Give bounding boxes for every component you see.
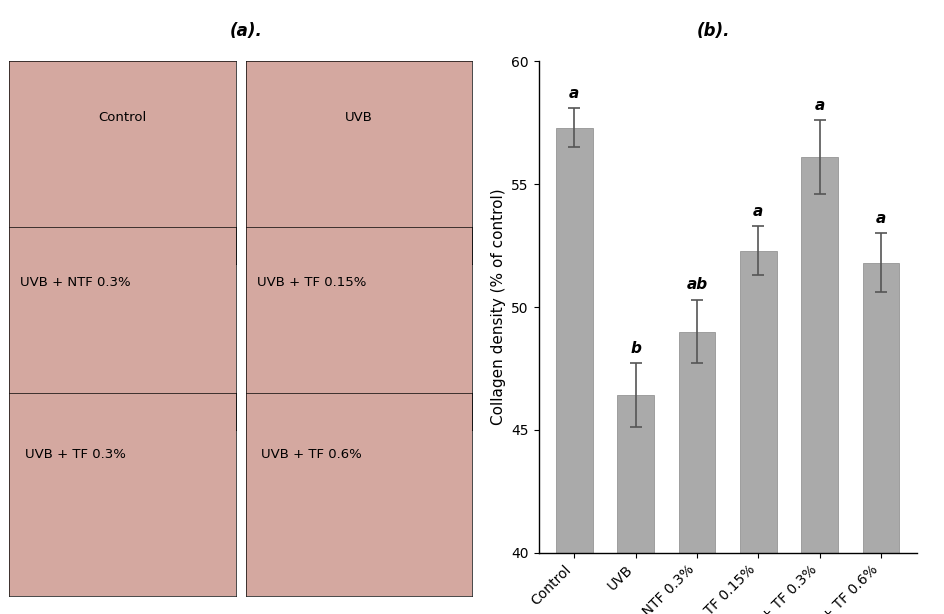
Bar — [801, 157, 837, 553]
Text: a: a — [752, 204, 763, 219]
Text: UVB + TF 0.3%: UVB + TF 0.3% — [25, 448, 126, 461]
Text: UVB + NTF 0.3%: UVB + NTF 0.3% — [20, 276, 131, 289]
Text: (b).: (b). — [696, 21, 730, 40]
Text: ab: ab — [685, 278, 707, 292]
Text: a: a — [568, 86, 579, 101]
Y-axis label: Collagen density (% of control): Collagen density (% of control) — [490, 188, 505, 426]
Text: a: a — [875, 211, 885, 226]
Bar — [739, 251, 776, 553]
Text: UVB + TF 0.6%: UVB + TF 0.6% — [261, 448, 362, 461]
Bar — [555, 128, 592, 553]
Bar — [616, 395, 653, 553]
Text: (a).: (a). — [229, 21, 261, 40]
Text: UVB: UVB — [345, 111, 373, 123]
Bar — [678, 332, 715, 553]
Bar — [862, 263, 899, 553]
Text: b: b — [630, 341, 640, 356]
Text: Control: Control — [98, 111, 147, 123]
Text: UVB + TF 0.15%: UVB + TF 0.15% — [257, 276, 366, 289]
Text: a: a — [814, 98, 824, 113]
